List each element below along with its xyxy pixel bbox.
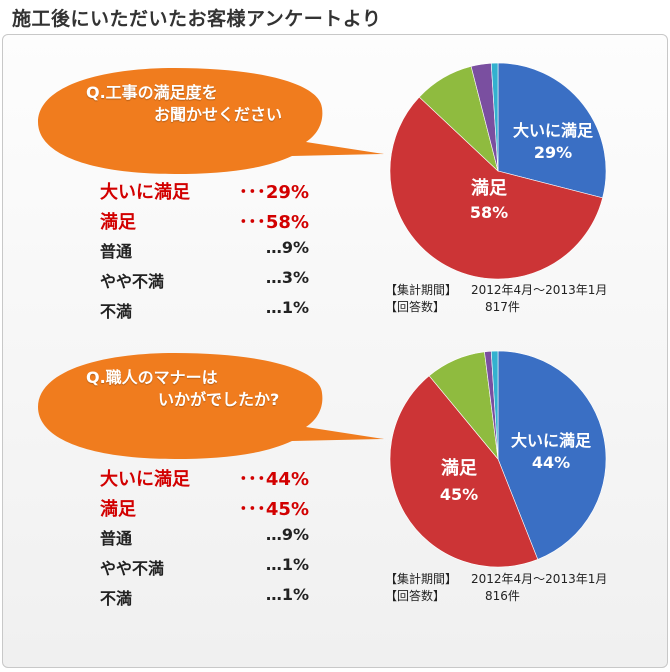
result-row: やや不満 …3% bbox=[100, 268, 315, 298]
question-line2: お聞かせください bbox=[154, 105, 283, 124]
pie-chart: 大いに満足 44% 満足 45% bbox=[389, 350, 607, 568]
result-label: 普通 bbox=[100, 242, 133, 261]
meta-period-label: 【集計期間】 bbox=[385, 572, 458, 586]
question-line1: Q.工事の満足度を bbox=[86, 83, 218, 102]
meta-count-value: 816件 bbox=[485, 589, 520, 603]
slice-label: 44% bbox=[532, 453, 570, 472]
meta-period-label: 【集計期間】 bbox=[385, 283, 458, 297]
result-row: 大いに満足 ･･･44% bbox=[100, 465, 315, 495]
slice-label: 大いに満足 bbox=[513, 121, 594, 140]
pie-slices bbox=[389, 62, 607, 280]
result-value: ･･･45% bbox=[238, 499, 309, 520]
result-row: 満足 ･･･45% bbox=[100, 495, 315, 525]
question-line2: いかがでしたか? bbox=[158, 390, 280, 409]
slice-very-satisfied bbox=[497, 350, 607, 560]
slice-dissatisfied bbox=[490, 62, 499, 172]
pie-chart: 大いに満足 29% 満足 58% bbox=[389, 62, 607, 280]
result-value: …1% bbox=[265, 555, 309, 574]
slice-dissatisfied bbox=[490, 350, 499, 460]
result-row: 不満 …1% bbox=[100, 585, 315, 615]
result-value: ･･･44% bbox=[238, 469, 309, 490]
result-row: 普通 …9% bbox=[100, 525, 315, 555]
pie-slices bbox=[389, 350, 607, 568]
result-label: 大いに満足 bbox=[100, 182, 190, 203]
result-value: …1% bbox=[265, 585, 309, 604]
result-label: やや不満 bbox=[100, 272, 165, 291]
slice-label: 29% bbox=[534, 143, 572, 162]
result-value: …9% bbox=[265, 238, 309, 257]
question-line1: Q.職人のマナーは bbox=[86, 368, 218, 387]
result-value: …1% bbox=[265, 298, 309, 317]
result-row: 満足 ･･･58% bbox=[100, 208, 315, 238]
result-label: 不満 bbox=[100, 589, 133, 608]
result-value: …9% bbox=[265, 525, 309, 544]
question-bubble bbox=[38, 68, 384, 174]
slice-satisfied bbox=[389, 96, 603, 280]
slice-very-satisfied bbox=[497, 62, 607, 199]
page-title: 施工後にいただいたお客様アンケートより bbox=[12, 8, 382, 30]
meta-count-label: 【回答数】 bbox=[385, 300, 446, 314]
result-label: 満足 bbox=[100, 212, 136, 233]
results-list: 大いに満足 ･･･29% 満足 ･･･58% 普通 …9% やや不満 …3% 不… bbox=[100, 178, 315, 328]
result-row: 普通 …9% bbox=[100, 238, 315, 268]
question-bubble bbox=[38, 353, 384, 459]
meta-count-label: 【回答数】 bbox=[385, 589, 446, 603]
result-value: ･･･58% bbox=[238, 212, 309, 233]
result-row: 大いに満足 ･･･29% bbox=[100, 178, 315, 208]
result-value: …3% bbox=[265, 268, 309, 287]
result-row: 不満 …1% bbox=[100, 298, 315, 328]
result-value: ･･･29% bbox=[238, 182, 309, 203]
result-row: やや不満 …1% bbox=[100, 555, 315, 585]
survey-manners: Q.職人のマナーは いかがでしたか? 大いに満足 ･･･44% 満足 ･･･45… bbox=[0, 345, 670, 645]
slice-label: 58% bbox=[470, 203, 508, 222]
result-label: 大いに満足 bbox=[100, 469, 190, 490]
slice-label: 満足 bbox=[441, 457, 477, 479]
slice-label: 満足 bbox=[471, 177, 507, 199]
results-list: 大いに満足 ･･･44% 満足 ･･･45% 普通 …9% やや不満 …1% 不… bbox=[100, 465, 315, 615]
slice-label: 45% bbox=[440, 485, 478, 504]
survey-satisfaction: Q.工事の満足度を お聞かせください 大いに満足 ･･･29% 満足 ･･･58… bbox=[0, 60, 670, 360]
meta-count-value: 817件 bbox=[485, 300, 520, 314]
bubble-shape bbox=[38, 68, 384, 174]
slice-label: 大いに満足 bbox=[511, 431, 592, 450]
slice-satisfied bbox=[389, 375, 539, 568]
bubble-shape bbox=[38, 353, 384, 459]
meta-period-value: 2012年4月～2013年1月 bbox=[471, 572, 608, 586]
result-label: やや不満 bbox=[100, 559, 165, 578]
result-label: 不満 bbox=[100, 302, 133, 321]
result-label: 普通 bbox=[100, 529, 133, 548]
result-label: 満足 bbox=[100, 499, 136, 520]
meta-period-value: 2012年4月～2013年1月 bbox=[471, 283, 608, 297]
